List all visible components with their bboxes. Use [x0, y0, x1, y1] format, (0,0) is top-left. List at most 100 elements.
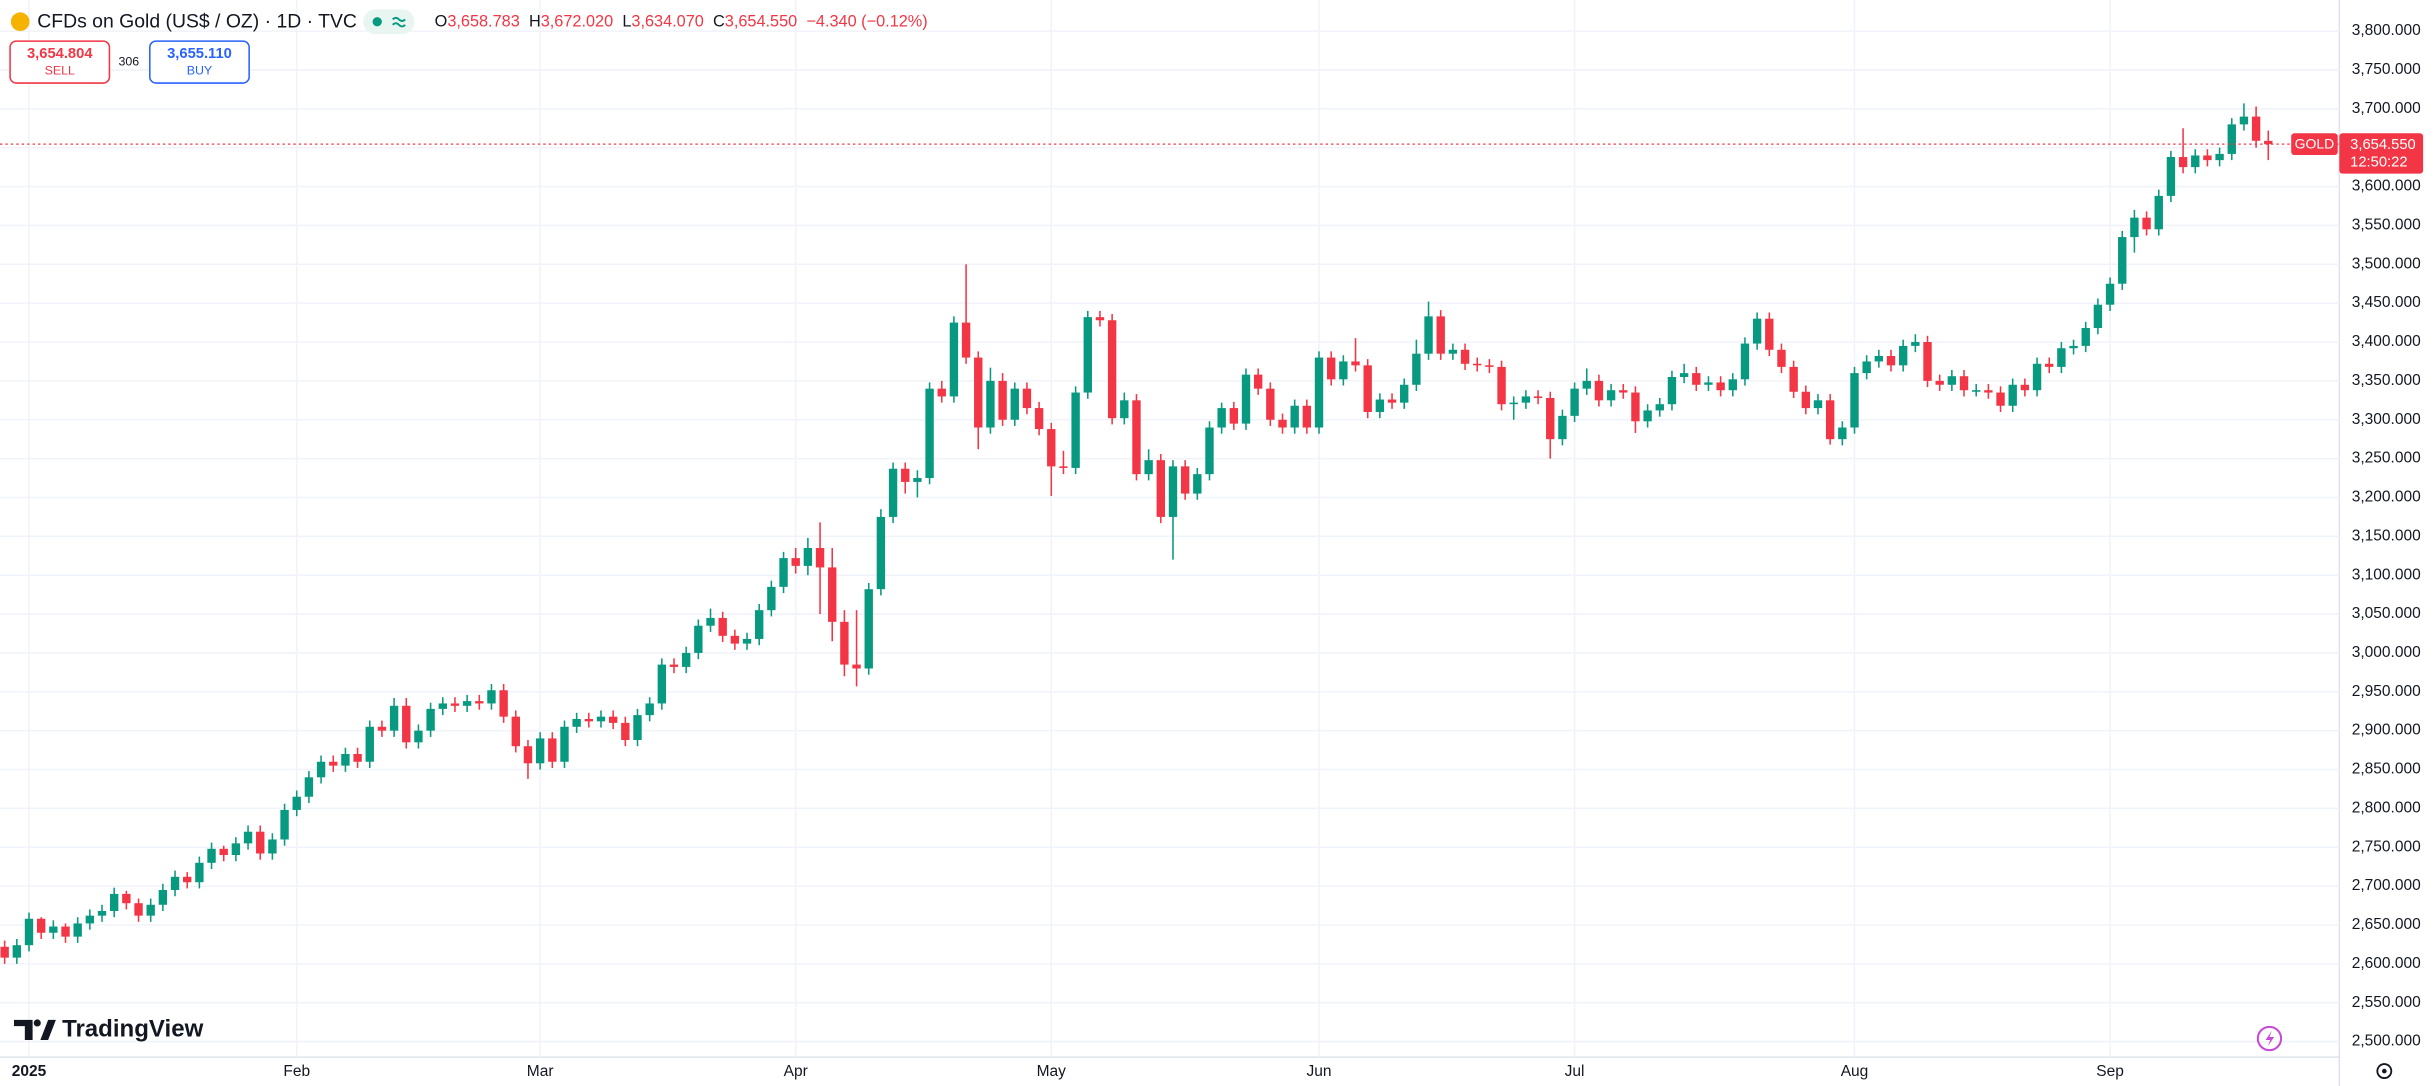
- y-tick-label: 2,550.000: [2352, 994, 2421, 1011]
- buy-button[interactable]: [149, 40, 250, 84]
- candle-body: [1631, 392, 1640, 422]
- candle-body: [1546, 397, 1555, 440]
- candle-body: [2105, 283, 2115, 305]
- candle-body: [1667, 376, 1677, 405]
- candle-body: [61, 926, 70, 937]
- low-value: 3,634.070: [631, 13, 703, 31]
- candle-body: [1728, 379, 1737, 391]
- settings-icon[interactable]: [2376, 1063, 2393, 1080]
- candle-body: [1022, 388, 1032, 409]
- candle-body: [1400, 384, 1409, 403]
- candle-body: [998, 380, 1007, 420]
- candle-body: [1473, 363, 1482, 366]
- alert-icon[interactable]: [2256, 1025, 2283, 1052]
- countdown-text: 12:50:22: [2350, 155, 2407, 171]
- candle-body: [1132, 400, 1141, 475]
- candle-body: [1850, 373, 1859, 428]
- y-tick-label: 3,750.000: [2352, 61, 2421, 78]
- candle-body: [523, 746, 533, 764]
- candle-body: [389, 705, 399, 731]
- candle-body: [1083, 317, 1092, 393]
- y-tick-label: 3,350.000: [2352, 372, 2421, 389]
- x-tick-label: Aug: [1841, 1063, 1869, 1080]
- candle-body: [584, 718, 594, 722]
- candle-body: [2191, 155, 2200, 168]
- candle-body: [1984, 390, 1993, 393]
- candle-body: [901, 468, 910, 482]
- candle-body: [1095, 317, 1105, 321]
- candle-body: [1655, 404, 1664, 411]
- candle-body: [1217, 408, 1226, 428]
- x-tick-label: Sep: [2096, 1063, 2124, 1080]
- sell-button[interactable]: [9, 40, 111, 84]
- candle-body: [974, 357, 983, 428]
- candle-body: [2264, 140, 2273, 145]
- candle-body: [438, 703, 447, 709]
- y-tick-label: 2,650.000: [2352, 916, 2421, 933]
- x-tick-label: Feb: [283, 1063, 310, 1080]
- candle-body: [1205, 427, 1214, 475]
- symbol-tag-text: GOLD: [2295, 136, 2335, 152]
- x-tick-label: Jun: [1307, 1063, 1332, 1080]
- candle-body: [706, 617, 715, 626]
- candle-body: [1692, 373, 1701, 385]
- candle-body: [1558, 415, 1567, 440]
- status-pill[interactable]: [363, 9, 415, 35]
- candle-body: [1594, 380, 1604, 401]
- candle-body: [122, 893, 131, 904]
- candle-body: [949, 322, 959, 397]
- candle-body: [280, 809, 289, 840]
- candle-body: [1740, 343, 1750, 380]
- candle-body: [231, 843, 241, 856]
- candle-body: [1034, 408, 1044, 430]
- candle-body: [2166, 157, 2176, 196]
- candle-body: [779, 558, 788, 587]
- buy-label: BUY: [187, 64, 213, 78]
- candle-body: [1606, 390, 1616, 401]
- y-tick-label: 2,750.000: [2352, 838, 2421, 855]
- candle-body: [864, 589, 873, 669]
- high-value: 3,672.020: [541, 13, 613, 31]
- candle-body: [925, 388, 934, 479]
- candle-body: [158, 890, 168, 905]
- candle-body: [1825, 400, 1835, 440]
- candle-body: [1935, 380, 1944, 385]
- candle-body: [426, 708, 435, 731]
- candle-body: [1533, 396, 1543, 398]
- candle-body: [548, 738, 557, 762]
- open-label: O: [435, 13, 448, 31]
- candle-body: [1777, 349, 1786, 367]
- candle-body: [1838, 427, 1847, 440]
- y-tick-label: 2,800.000: [2352, 799, 2421, 816]
- candle-body: [730, 635, 740, 644]
- price-tag: [2339, 133, 2424, 174]
- candle-body: [1911, 342, 1920, 346]
- candle-body: [2118, 237, 2127, 284]
- candle-body: [1862, 361, 1871, 374]
- candle-body: [365, 726, 374, 762]
- y-tick-label: 3,050.000: [2352, 605, 2421, 622]
- buy-price: 3,655.110: [167, 46, 232, 62]
- candle-body: [1059, 466, 1068, 468]
- candle-body: [1679, 373, 1689, 377]
- candle-body: [718, 617, 727, 636]
- candle-body: [1253, 374, 1263, 389]
- candle-body: [24, 918, 34, 946]
- logo-icon: [13, 1019, 56, 1041]
- symbol-icon: [10, 12, 30, 32]
- candle-body: [596, 716, 606, 722]
- candle-body: [450, 703, 460, 706]
- candle-body: [2251, 116, 2261, 141]
- x-tick-label: Jul: [1565, 1063, 1585, 1080]
- candle-body: [2008, 384, 2017, 406]
- x-tick-label: Mar: [527, 1063, 554, 1080]
- low-label: L: [622, 13, 631, 31]
- candle-body: [2069, 345, 2078, 349]
- candles: [0, 103, 2340, 964]
- candle-body: [1716, 382, 1725, 391]
- candle-body: [207, 848, 216, 863]
- change-value: −4.340 (−0.12%): [806, 13, 927, 31]
- candle-body: [1302, 405, 1312, 428]
- candle-body: [1619, 390, 1628, 393]
